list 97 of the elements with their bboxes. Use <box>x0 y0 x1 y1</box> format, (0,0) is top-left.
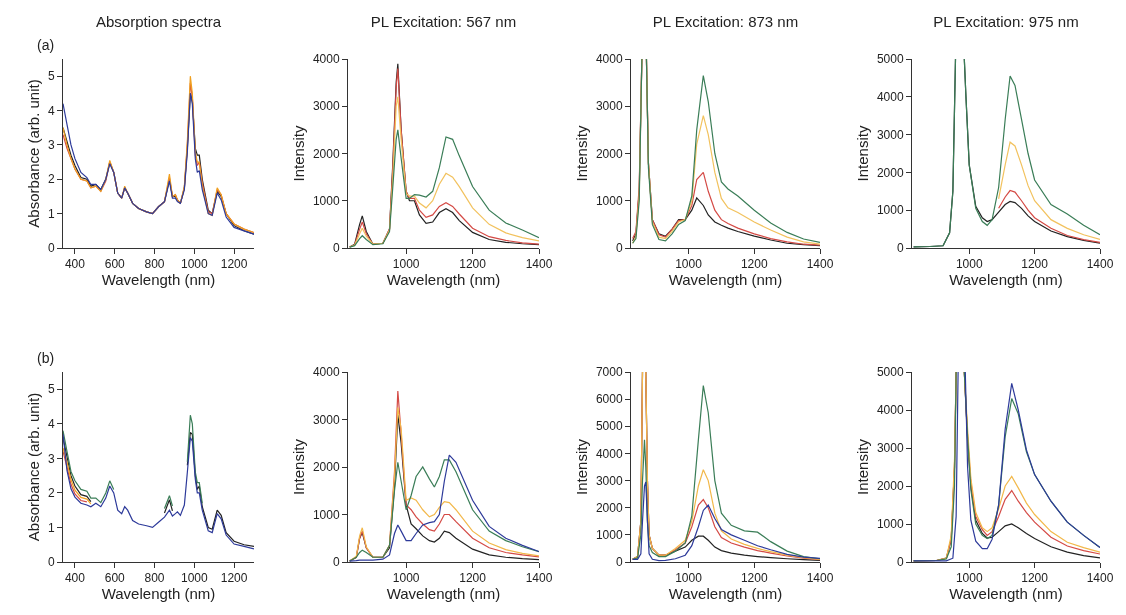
y-tick-label: 5 <box>47 69 55 84</box>
x-tick-label: 1400 <box>525 571 553 586</box>
y-tick-label: 3000 <box>312 412 340 427</box>
x-tick-label: 1000 <box>955 571 983 586</box>
y-axis-title: Intensity <box>290 125 308 182</box>
x-tick-label: 1000 <box>392 257 420 272</box>
y-tick-label: 0 <box>896 241 904 256</box>
y-tick-label: 3000 <box>876 441 904 456</box>
y-tick-label: 1000 <box>312 193 340 208</box>
y-tick-label: 3 <box>47 451 55 466</box>
y-axis-title: Intensity <box>854 438 872 495</box>
chart-title: Absorption spectra <box>95 13 222 31</box>
x-axis-title: Wavelength (nm) <box>101 585 216 603</box>
y-axis-title: Absorbance (arb. unit) <box>25 79 43 228</box>
y-tick-label: 4000 <box>312 52 340 67</box>
x-tick-label: 1200 <box>459 257 487 272</box>
y-tick-label: 1000 <box>876 517 904 532</box>
y-tick-label: 2000 <box>876 165 904 180</box>
y-tick-label: 1 <box>47 520 55 535</box>
y-tick-label: 0 <box>615 555 623 570</box>
x-tick-label: 1000 <box>675 257 703 272</box>
y-tick-label: 1000 <box>876 203 904 218</box>
x-axis-title: Wavelength (nm) <box>668 585 783 603</box>
x-axis-title: Wavelength (nm) <box>949 271 1063 289</box>
y-tick-label: 2000 <box>595 146 623 161</box>
y-tick-label: 1000 <box>595 193 623 208</box>
text: (b) <box>37 350 55 366</box>
x-tick-label: 1000 <box>180 257 208 272</box>
y-tick-label: 3 <box>47 138 55 153</box>
y-axis-title: Intensity <box>573 125 591 182</box>
y-tick-label: 2000 <box>595 500 623 515</box>
y-tick-label: 0 <box>615 241 623 256</box>
y-tick-label: 1000 <box>312 507 340 522</box>
y-tick-label: 1000 <box>595 528 623 543</box>
x-tick-label: 1200 <box>220 571 248 586</box>
x-tick-label: 1200 <box>1021 571 1049 586</box>
x-tick-label: 1200 <box>740 571 768 586</box>
x-tick-label: 800 <box>144 571 165 586</box>
x-tick-label: 1200 <box>740 257 768 272</box>
x-axis-title: Wavelength (nm) <box>386 585 501 603</box>
x-tick-label: 1000 <box>955 257 983 272</box>
x-tick-label: 1400 <box>1086 257 1114 272</box>
y-tick-label: 3000 <box>876 127 904 142</box>
text: (a) <box>37 37 55 53</box>
y-tick-label: 4000 <box>876 90 904 104</box>
y-tick-label: 1 <box>47 206 55 221</box>
x-tick-label: 1000 <box>392 571 420 586</box>
y-tick-label: 4000 <box>876 403 904 418</box>
x-tick-label: 400 <box>64 571 86 586</box>
y-tick-label: 3000 <box>595 99 623 114</box>
chart-title: PL Excitation: 873 nm <box>652 13 799 31</box>
x-tick-label: 1400 <box>806 257 834 272</box>
y-tick-label: 2000 <box>312 460 340 475</box>
y-tick-label: 5 <box>47 382 55 397</box>
y-tick-label: 5000 <box>595 419 623 434</box>
y-tick-label: 3000 <box>312 99 340 114</box>
x-tick-label: 400 <box>64 257 86 272</box>
x-tick-label: 600 <box>104 257 126 272</box>
x-tick-label: 1200 <box>459 571 487 586</box>
x-tick-label: 1000 <box>180 571 208 586</box>
y-tick-label: 5000 <box>876 365 904 380</box>
y-tick-label: 6000 <box>595 392 623 407</box>
x-axis-title: Wavelength (nm) <box>668 271 783 289</box>
y-tick-label: 2000 <box>876 479 904 494</box>
y-tick-label: 4000 <box>595 446 623 461</box>
y-axis-title: Intensity <box>854 125 872 182</box>
y-tick-label: 4000 <box>312 365 340 380</box>
x-axis-title: Wavelength (nm) <box>386 271 501 289</box>
x-tick-label: 1400 <box>525 257 553 272</box>
x-axis-title: Wavelength (nm) <box>101 271 216 289</box>
y-tick-label: 0 <box>47 555 55 570</box>
y-tick-label: 2 <box>47 486 55 501</box>
x-tick-label: 1400 <box>1086 571 1114 586</box>
x-tick-label: 1400 <box>806 571 834 586</box>
x-tick-label: 1000 <box>675 571 703 586</box>
x-tick-label: 1200 <box>1021 257 1049 272</box>
chart-title: PL Excitation: 975 nm <box>933 13 1079 31</box>
y-tick-label: 0 <box>332 241 340 256</box>
y-tick-label: 0 <box>896 555 904 570</box>
y-tick-label: 5000 <box>876 52 904 67</box>
x-tick-label: 1200 <box>220 257 248 272</box>
y-tick-label: 4 <box>47 417 55 432</box>
y-tick-label: 2000 <box>312 146 340 161</box>
y-axis-title: Intensity <box>573 438 591 495</box>
y-tick-label: 3000 <box>595 473 623 488</box>
y-tick-label: 7000 <box>595 365 623 380</box>
y-axis-title: Absorbance (arb. unit) <box>25 392 43 542</box>
y-tick-label: 0 <box>332 555 340 570</box>
x-axis-title: Wavelength (nm) <box>949 585 1063 603</box>
x-tick-label: 600 <box>104 571 126 586</box>
chart-title: PL Excitation: 567 nm <box>370 13 517 31</box>
x-tick-label: 800 <box>144 257 165 272</box>
y-tick-label: 4 <box>47 103 55 118</box>
y-tick-label: 0 <box>47 241 55 256</box>
y-axis-title: Intensity <box>290 438 308 495</box>
y-tick-label: 2 <box>47 172 55 187</box>
y-tick-label: 4000 <box>595 52 623 67</box>
